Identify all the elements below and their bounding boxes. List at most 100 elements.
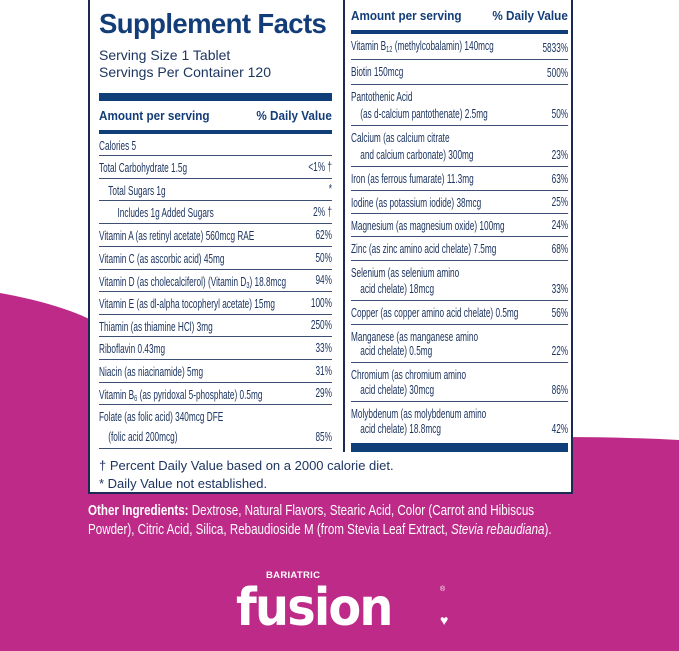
heart-icon: ♥: [440, 612, 449, 628]
nutrient-name-pre: Total Sugars 1g: [108, 184, 166, 198]
daily-value: 86%: [551, 383, 569, 397]
daily-value: 63%: [551, 172, 569, 186]
nutrient-name-pre: Calcium (as calcium citrate: [351, 131, 450, 145]
nutrient-row: Vitamin B12 (methylcobalamin) 140mcg 5833…: [351, 34, 569, 60]
left-nutrient-table: Calories 5 Total Carbohydrate 1.5g <1% † To…: [99, 134, 332, 449]
logo-top-text: BARIATRIC: [266, 570, 321, 581]
nutrient-row: Folate (as folic acid) 340mcg DFE (folic …: [99, 405, 332, 449]
nutrient-name-pre: Copper (as copper amino acid chelate) 0.…: [351, 306, 519, 320]
nutrient-name: Vitamin A (as retinyl acetate) 560mcg RA…: [99, 229, 254, 243]
nutrient-name-pre: Iron (as ferrous fumarate) 11.3mg: [351, 172, 474, 186]
nutrient-name-pre: Iodine (as potassium iodide) 38mcg: [351, 196, 482, 210]
nutrient-name-pre: Vitamin B: [99, 388, 135, 402]
nutrient-name: Biotin 150mcg: [351, 65, 403, 79]
nutrient-name: Iron (as ferrous fumarate) 11.3mg: [351, 172, 474, 186]
nutrient-row: Vitamin E (as dl-alpha tocopheryl acetat…: [99, 292, 332, 315]
daily-value: 5833%: [542, 41, 569, 55]
nutrient-name-pre: Molybdenum (as molybdenum amino: [351, 407, 487, 421]
nutrient-row: Total Carbohydrate 1.5g <1% †: [99, 156, 332, 179]
nutrient-row: Vitamin B6 (as pyridoxal 5-phosphate) 0.…: [99, 383, 332, 405]
nutrient-row: Magnesium (as magnesium oxide) 100mg 24%: [351, 214, 569, 237]
nutrient-name-sub: 12: [386, 44, 393, 54]
nutrient-name-line2: (folic acid 200mcg): [108, 430, 178, 444]
nutrient-name-pre: Calories 5: [99, 139, 137, 153]
footnote-dv: † Percent Daily Value based on a 2000 ca…: [99, 458, 394, 473]
column-divider: [343, 0, 345, 452]
nutrient-name-line2: acid chelate) 0.5mg: [360, 344, 433, 358]
nutrient-name: Niacin (as niacinamide) 5mg: [99, 365, 203, 379]
nutrient-row: Molybdenum (as molybdenum amino acid chel…: [351, 402, 568, 440]
nutrient-name-pre: Folate (as folic acid) 340mcg DFE: [99, 410, 224, 424]
thick-rule: [99, 93, 332, 101]
thin-rule: [99, 130, 332, 134]
nutrient-name: Calcium (as calcium citrate: [351, 131, 450, 145]
nutrient-name-post: (methylcobalamin) 140mcg: [392, 39, 494, 53]
nutrient-name: Riboflavin 0.43mg: [99, 342, 165, 356]
registered-mark: ®: [440, 586, 446, 593]
nutrient-name: Vitamin D (as cholecalciferol) (Vitamin …: [99, 275, 286, 290]
daily-value: 500%: [547, 66, 569, 80]
nutrient-name: Total Carbohydrate 1.5g: [99, 161, 187, 175]
daily-value: 68%: [551, 242, 569, 256]
nutrient-name: Copper (as copper amino acid chelate) 0.…: [351, 306, 518, 320]
daily-value: 250%: [310, 318, 332, 332]
amount-header: Amount per serving: [99, 108, 210, 123]
nutrient-name: Folate (as folic acid) 340mcg DFE: [99, 410, 223, 424]
nutrient-row: Vitamin C (as ascorbic acid) 45mg 50%: [99, 247, 332, 270]
nutrient-name: Vitamin C (as ascorbic acid) 45mg: [99, 252, 224, 266]
ingredients-text: Dextrose, Natural Flavors, Stearic Acid,…: [88, 503, 535, 538]
nutrient-name: Iodine (as potassium iodide) 38mcg: [351, 196, 481, 210]
daily-value: <1% †: [308, 160, 332, 174]
nutrient-name-line2: and calcium carbonate) 300mg: [360, 148, 474, 162]
nutrient-name-line2: acid chelate) 30mcg: [360, 383, 435, 397]
nutrient-name: Chromium (as chromium amino: [351, 368, 466, 382]
daily-value: *: [328, 182, 332, 196]
nutrient-name-pre: Vitamin D (as cholecalciferol) (Vitamin …: [99, 275, 247, 289]
daily-value: 100%: [310, 296, 332, 310]
nutrient-name-pre: Total Carbohydrate 1.5g: [99, 161, 188, 175]
nutrient-name-pre: Vitamin E (as dl-alpha tocopheryl acetat…: [99, 297, 275, 311]
daily-value: 42%: [551, 422, 569, 436]
nutrient-name-pre: Selenium (as selenium amino: [351, 266, 460, 280]
nutrient-name-pre: Includes 1g Added Sugars: [117, 206, 214, 220]
nutrient-row: Calcium (as calcium citrate and calcium c…: [351, 126, 569, 167]
nutrient-name: Magnesium (as magnesium oxide) 100mg: [351, 219, 505, 233]
daily-value: 22%: [551, 344, 569, 358]
nutrient-name: Total Sugars 1g: [108, 184, 165, 198]
servings-per-container: Servings Per Container 120: [99, 64, 271, 80]
daily-value: 24%: [551, 218, 569, 232]
nutrient-row: Total Sugars 1g *: [99, 179, 332, 201]
ingredients-end: ).: [544, 522, 552, 538]
nutrient-row: Copper (as copper amino acid chelate) 0.…: [351, 301, 569, 325]
nutrient-name: Vitamin E (as dl-alpha tocopheryl acetat…: [99, 297, 275, 311]
nutrient-row: Chromium (as chromium amino acid chelate)…: [351, 363, 569, 402]
ingredients-label: Other Ingredients:: [88, 503, 189, 519]
daily-value: 23%: [551, 148, 569, 162]
nutrient-name: Includes 1g Added Sugars: [117, 206, 213, 220]
nutrient-name-pre: Vitamin A (as retinyl acetate) 560mcg RA…: [99, 229, 255, 243]
nutrient-row: Manganese (as manganese amino acid chelat…: [351, 325, 569, 363]
nutrient-name: Thiamin (as thiamine HCl) 3mg: [99, 320, 213, 334]
daily-value: 33%: [315, 341, 332, 355]
daily-value: 25%: [551, 195, 569, 209]
nutrient-row: Vitamin A (as retinyl acetate) 560mcg RA…: [99, 224, 332, 247]
nutrient-name: Pantothenic Acid: [351, 90, 412, 104]
dv-header: % Daily Value: [256, 108, 332, 123]
daily-value: 50%: [551, 107, 569, 121]
nutrient-name-line2: (as d-calcium pantothenate) 2.5mg: [360, 107, 488, 121]
nutrient-name-pre: Vitamin C (as ascorbic acid) 45mg: [99, 252, 225, 266]
panel-title: Supplement Facts: [99, 8, 327, 39]
daily-value: 31%: [315, 364, 332, 378]
nutrient-name-sub: 3: [246, 280, 250, 290]
nutrient-row: Iodine (as potassium iodide) 38mcg 25%: [351, 191, 569, 214]
nutrient-name: Calories 5: [99, 139, 136, 153]
nutrient-name-post: ) 18.8mcg: [249, 275, 287, 289]
nutrient-row: Zinc (as zinc amino acid chelate) 7.5mg 6…: [351, 237, 569, 261]
nutrient-name-pre: Magnesium (as magnesium oxide) 100mg: [351, 219, 505, 233]
nutrient-name-pre: Thiamin (as thiamine HCl) 3mg: [99, 320, 213, 334]
nutrient-name: Zinc (as zinc amino acid chelate) 7.5mg: [351, 242, 496, 256]
daily-value: 2% †: [313, 205, 332, 219]
bottom-rule-right: [351, 443, 568, 452]
nutrient-name-pre: Biotin 150mcg: [351, 65, 404, 79]
right-nutrient-table: Vitamin B12 (methylcobalamin) 140mcg 5833…: [351, 34, 569, 440]
